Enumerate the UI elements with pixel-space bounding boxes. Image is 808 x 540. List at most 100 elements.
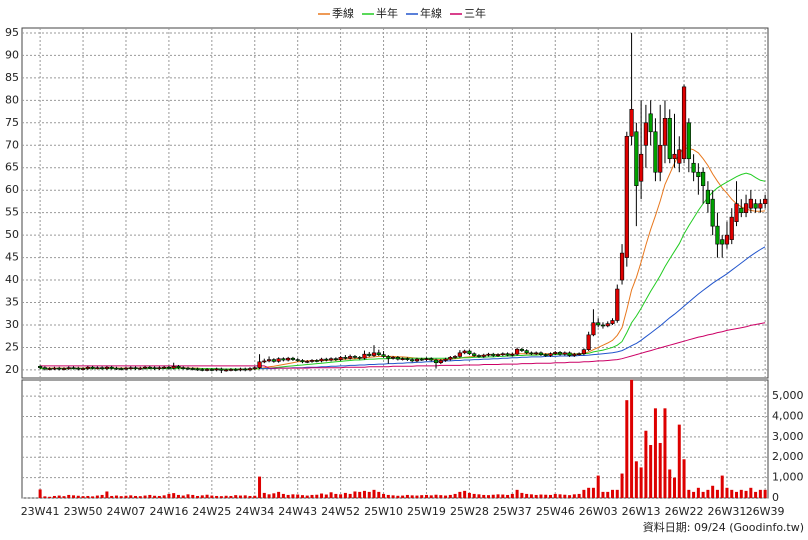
candle-body <box>524 350 529 354</box>
y2-tick-label: 4,000 <box>772 409 804 422</box>
candle-body <box>748 198 753 209</box>
volume-bar <box>692 491 696 498</box>
volume-bar <box>134 495 138 498</box>
candle-body <box>424 358 429 360</box>
volume-bar <box>372 489 376 498</box>
candle-body <box>739 207 744 213</box>
candle-body <box>629 109 634 137</box>
volume-bar <box>186 494 190 498</box>
candle-body <box>42 367 47 370</box>
candle-body <box>190 368 195 370</box>
x-tick-label: 26W22 <box>665 505 704 518</box>
candle-body <box>109 366 114 369</box>
candle-body <box>286 357 291 361</box>
volume-bar <box>439 495 443 498</box>
candle-body <box>534 352 539 355</box>
volume-bar <box>86 495 90 498</box>
volume-bar <box>682 459 686 498</box>
volume-bar <box>324 494 328 498</box>
candle-body <box>52 367 57 370</box>
volume-bar <box>558 494 562 498</box>
candle-body <box>257 361 262 368</box>
candle-body <box>243 368 248 371</box>
candle-body <box>133 367 138 369</box>
volume-bar <box>634 461 638 498</box>
volume-bar <box>677 424 681 498</box>
volume-bar <box>362 490 366 498</box>
volume-bar <box>744 490 748 498</box>
y-tick-label: 75 <box>5 116 19 129</box>
volume-bar <box>310 494 314 498</box>
x-tick-label: 24W16 <box>149 505 188 518</box>
volume-bar <box>143 495 147 498</box>
candle-body <box>376 352 381 355</box>
candle-body <box>696 171 701 178</box>
candle-body <box>429 358 434 361</box>
volume-bar <box>763 489 767 498</box>
candle-body <box>577 353 582 356</box>
volume-bar <box>572 494 576 498</box>
candle-body <box>491 353 496 356</box>
volume-bar <box>48 496 52 498</box>
volume-bar <box>673 477 677 498</box>
candle-body <box>672 153 677 160</box>
volume-bar <box>267 494 271 498</box>
volume-bar <box>238 495 242 498</box>
candle-body <box>619 252 625 281</box>
volume-bar <box>358 491 362 498</box>
candle-body <box>653 131 658 173</box>
candle-body <box>500 353 505 356</box>
volume-bar <box>663 408 667 498</box>
y-tick-label: 45 <box>5 251 19 264</box>
y-tick-label: 60 <box>5 183 19 196</box>
candle-body <box>495 354 501 356</box>
candle-body <box>414 358 420 362</box>
volume-bar <box>215 495 219 498</box>
candle-body <box>567 352 572 356</box>
volume-bar <box>754 491 758 498</box>
volume-bar <box>563 494 567 498</box>
candle-body <box>290 357 296 360</box>
volume-bar <box>696 487 700 498</box>
x-tick-label: 24W25 <box>192 505 231 518</box>
candle-body <box>562 352 567 355</box>
candle-body <box>343 357 348 359</box>
candle-body <box>443 358 448 361</box>
y-tick-label: 35 <box>5 296 19 309</box>
candle-body <box>157 367 162 369</box>
candle-body <box>486 353 491 356</box>
volume-bar <box>525 493 529 498</box>
volume-bar <box>300 495 304 498</box>
y-tick-label: 90 <box>5 48 19 61</box>
candle-body <box>505 353 510 356</box>
candle-body <box>691 162 696 173</box>
candle-body <box>271 359 276 362</box>
volume-bar <box>191 494 195 498</box>
y-tick-label: 80 <box>5 93 19 106</box>
candle-body <box>300 360 305 363</box>
candle-body <box>548 353 553 356</box>
y-tick-label: 20 <box>5 363 19 376</box>
x-tick-label: 25W10 <box>364 505 403 518</box>
x-tick-label: 24W43 <box>278 505 317 518</box>
volume-bar <box>491 494 495 498</box>
volume-bar <box>262 492 266 498</box>
volume-bar <box>138 496 142 498</box>
candle-body <box>734 203 739 222</box>
candle-body <box>233 369 238 371</box>
volume-bar <box>234 495 238 498</box>
candle-body <box>457 352 462 357</box>
candle-body <box>214 368 219 371</box>
candle-body <box>729 216 734 240</box>
candle-body <box>658 144 663 173</box>
volume-bar <box>281 493 285 498</box>
volume-bar <box>501 494 505 498</box>
candle-body <box>395 357 400 360</box>
volume-bar <box>291 494 295 498</box>
volume-bar <box>391 495 395 498</box>
volume-bar <box>339 494 343 498</box>
volume-bar <box>176 494 180 498</box>
candle-body <box>538 352 544 355</box>
volume-bar <box>172 493 176 498</box>
